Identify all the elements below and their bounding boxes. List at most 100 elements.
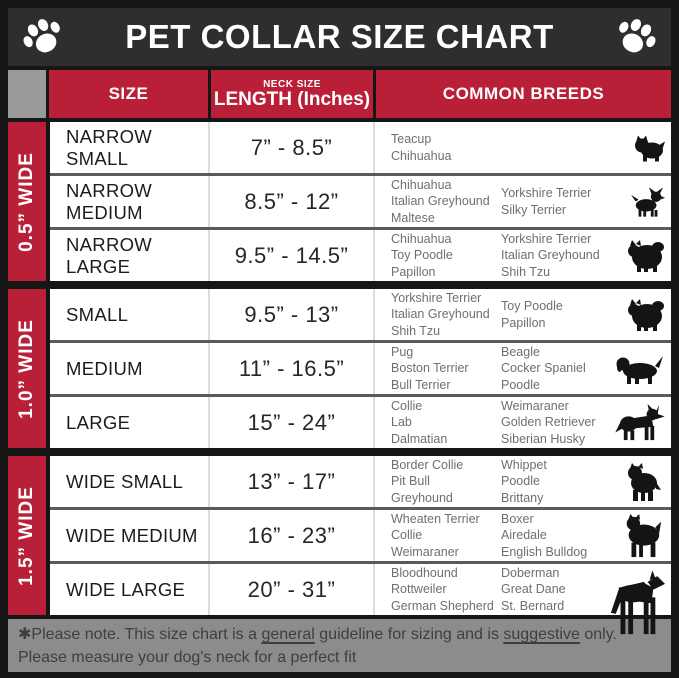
size-group: 0.5” WIDE NARROW SMALL 7” - 8.5” Teacup C… [8, 122, 671, 281]
size-name: SMALL [66, 303, 129, 325]
table-row: WIDE LARGE 20” - 31” Bloodhound Rottweile… [50, 564, 671, 634]
width-label: 1.0” WIDE [16, 318, 37, 419]
breed-name: Rottweiler [391, 582, 447, 597]
page-title: PET COLLAR SIZE CHART [125, 18, 554, 55]
neck-length-range: 8.5” - 12” [208, 176, 373, 227]
breed-name: Weimaraner [501, 399, 569, 414]
breeds-column-2: Yorkshire Terrier Silky Terrier [501, 185, 671, 218]
paw-print-icon-right [613, 14, 659, 60]
breeds-column-2: Weimaraner Golden Retriever Siberian Husky [501, 398, 671, 447]
neck-size-label: NECK SIZE [263, 78, 321, 90]
bottom-border [8, 672, 671, 678]
breeds-column-2: Toy Poodle Papillon [501, 298, 671, 331]
width-strip: 1.5” WIDE [8, 456, 46, 615]
breeds-column-1: Border Collie Pit Bull Greyhound [391, 457, 501, 506]
breed-name: Golden Retriever [501, 415, 596, 430]
breed-name: English Bulldog [501, 544, 588, 559]
breed-name: Collie [391, 528, 423, 543]
breeds-column-2: Doberman Great Dane St. Bernard [501, 565, 671, 614]
breeds-column-2: Boxer Airedale English Bulldog [501, 511, 671, 560]
breed-name: Italian Greyhound [501, 248, 600, 263]
size-name: NARROW SMALL [66, 125, 153, 169]
breed-name: Whippet [501, 458, 547, 473]
breeds-column-1: Pug Boston Terrier Bull Terrier [391, 344, 501, 393]
table-row: NARROW LARGE 9.5” - 14.5” Chihuahua Toy P… [50, 230, 671, 281]
size-group: 1.5” WIDE WIDE SMALL 13” - 17” Border Co… [8, 456, 671, 634]
table-row: NARROW SMALL 7” - 8.5” Teacup Chihuahua [50, 122, 671, 173]
breed-name: Bull Terrier [391, 377, 451, 392]
breed-name: Yorkshire Terrier [391, 291, 482, 306]
breed-name: Poodle [501, 377, 540, 392]
neck-length-range: 11” - 16.5” [208, 343, 373, 394]
row-separator [50, 507, 671, 510]
common-breeds-cell: Collie Lab Dalmatian Weimaraner Golden Retr… [373, 397, 671, 448]
breed-name: Maltese [391, 210, 435, 225]
row-separator [50, 340, 671, 343]
size-name: MEDIUM [66, 357, 143, 379]
breed-name: Great Dane [501, 582, 566, 597]
footnote-line-2: Please measure your dog's neck for a per… [18, 649, 357, 666]
width-label: 1.5” WIDE [16, 485, 37, 586]
neck-length-range: 20” - 31” [208, 564, 373, 615]
breed-name: Boston Terrier [391, 361, 469, 376]
width-strip: 1.0” WIDE [8, 289, 46, 448]
width-label: 0.5” WIDE [16, 151, 37, 252]
breed-name: Shih Tzu [391, 323, 441, 338]
yorkshire-terrier-icon [631, 134, 665, 161]
breed-name: Teacup [391, 132, 432, 147]
breed-name: Siberian Husky [501, 431, 586, 446]
common-breeds-cell: Chihuahua Toy Poodle Papillon Yorkshire Te… [373, 230, 671, 281]
table-row: MEDIUM 11” - 16.5” Pug Boston Terrier Bull… [50, 343, 671, 394]
breed-name: Yorkshire Terrier [501, 186, 592, 201]
breed-name: Yorkshire Terrier [501, 232, 592, 247]
breeds-column-1: Yorkshire Terrier Italian Greyhound Shih T… [391, 290, 501, 339]
table-body: 0.5” WIDE NARROW SMALL 7” - 8.5” Teacup C… [8, 122, 671, 634]
row-separator [50, 561, 671, 564]
group-rows: SMALL 9.5” - 13” Yorkshire Terrier Italia… [46, 289, 671, 448]
breed-name: Papillon [391, 264, 436, 279]
size-name: NARROW MEDIUM [66, 179, 153, 223]
column-header-common-breeds: COMMON BREEDS [376, 70, 671, 118]
breed-name: Border Collie [391, 458, 464, 473]
paw-print-icon-left [20, 14, 66, 60]
breed-name: Papillon [501, 315, 546, 330]
size-name: WIDE SMALL [66, 470, 184, 492]
table-row: SMALL 9.5” - 13” Yorkshire Terrier Italia… [50, 289, 671, 340]
breed-name: St. Bernard [501, 598, 565, 613]
breed-name: Weimaraner [391, 544, 459, 559]
breed-name: Wheaten Terrier [391, 512, 480, 527]
table-row: NARROW MEDIUM 8.5” - 12” Chihuahua Italia… [50, 176, 671, 227]
breed-name: Shih Tzu [501, 264, 551, 279]
footer-divider [8, 615, 671, 619]
breeds-column-1: Chihuahua Toy Poodle Papillon [391, 231, 501, 280]
width-strip: 0.5” WIDE [8, 122, 46, 281]
pekingese-icon [627, 298, 665, 331]
breed-name: Pit Bull [391, 474, 430, 489]
breed-name: Brittany [501, 490, 544, 505]
breed-name: Silky Terrier [501, 202, 567, 217]
breed-name: Dalmatian [391, 431, 448, 446]
breed-name: Italian Greyhound [391, 194, 490, 209]
breed-name: Airedale [501, 528, 547, 543]
common-breeds-cell: Yorkshire Terrier Italian Greyhound Shih T… [373, 289, 671, 340]
breed-name: Doberman [501, 566, 560, 581]
corner-cell [8, 70, 46, 118]
breed-name: Chihuahua [391, 178, 452, 193]
breed-name: Collie [391, 399, 423, 414]
footnote-line-1: ✱Please note. This size chart is a gener… [18, 626, 617, 643]
group-rows: NARROW SMALL 7” - 8.5” Teacup Chihuahua N… [46, 122, 671, 281]
title-bar: PET COLLAR SIZE CHART [8, 8, 671, 66]
breeds-column-2: Beagle Cocker Spaniel Poodle [501, 344, 671, 393]
table-row: LARGE 15” - 24” Collie Lab Dalmatian Weima… [50, 397, 671, 448]
breeds-column-2: Whippet Poodle Brittany [501, 457, 671, 506]
group-separator [8, 448, 671, 456]
neck-length-range: 7” - 8.5” [208, 122, 373, 173]
breeds-column-2: Yorkshire Terrier Italian Greyhound Shih T… [501, 231, 671, 280]
chihuahua-icon [631, 186, 665, 217]
breed-name: Toy Poodle [391, 248, 453, 263]
breed-name: Boxer [501, 512, 534, 527]
table-row: WIDE SMALL 13” - 17” Border Collie Pit Bu… [50, 456, 671, 507]
neck-length-range: 16” - 23” [208, 510, 373, 561]
size-name: LARGE [66, 411, 131, 433]
